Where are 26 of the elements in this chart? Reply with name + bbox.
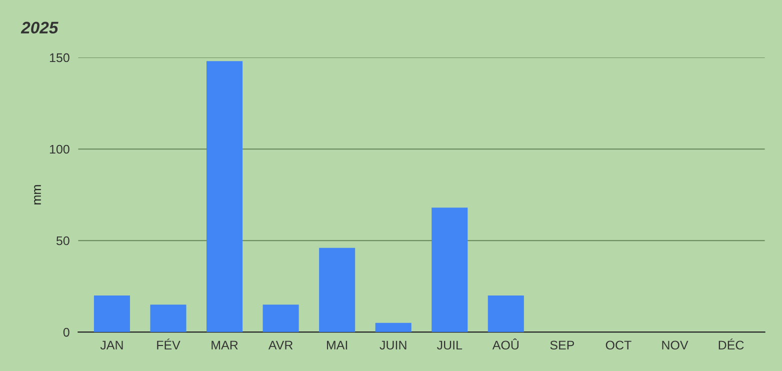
- y-axis-title: mm: [34, 185, 41, 204]
- y-tick-label: 150: [50, 53, 70, 62]
- x-tick-label: AOÛ: [492, 338, 518, 350]
- bar: [432, 208, 468, 332]
- x-tick-label: JAN: [100, 340, 123, 350]
- x-tick-label: SEP: [550, 340, 574, 350]
- x-tick-label: MAR: [212, 340, 238, 350]
- bar: [375, 322, 412, 332]
- y-tick-label: 100: [50, 144, 70, 154]
- bar: [94, 295, 130, 332]
- x-tick-label: AVR: [268, 340, 293, 350]
- bar: [150, 304, 186, 332]
- bar: [262, 304, 299, 332]
- x-tick-label: FÉV: [157, 338, 180, 350]
- x-tick-label: OCT: [606, 340, 632, 350]
- x-tick-label: JUIL: [436, 340, 462, 350]
- y-tick-label: 50: [56, 236, 70, 246]
- x-tick-label: MAI: [326, 340, 348, 350]
- bar: [319, 248, 356, 332]
- bar: [488, 295, 524, 332]
- y-tick-label: 0: [63, 328, 70, 337]
- x-tick-label: DÉC: [718, 338, 744, 350]
- x-tick-label: NOV: [662, 340, 688, 350]
- x-tick-label: JUIN: [380, 340, 406, 350]
- chart-title: 2025: [20, 22, 58, 34]
- bar: [206, 61, 243, 332]
